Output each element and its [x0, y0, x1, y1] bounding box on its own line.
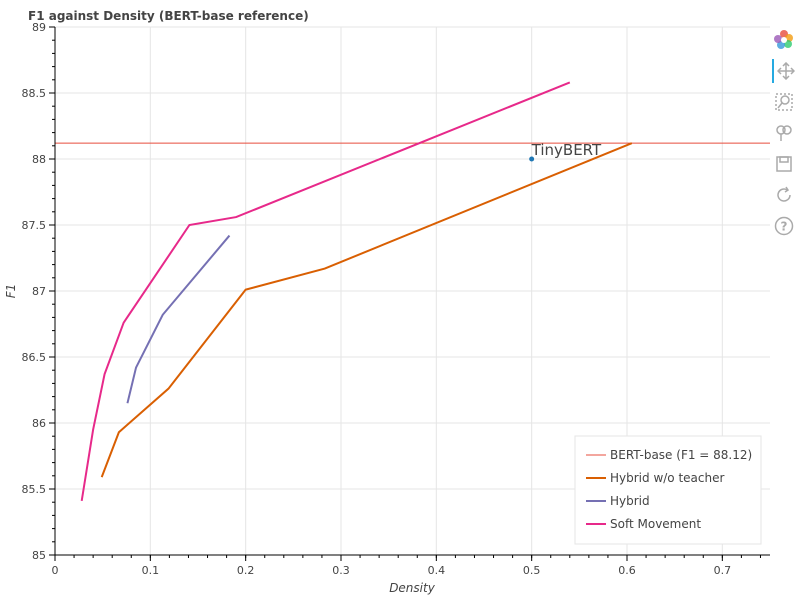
- toolbar: ?: [772, 28, 798, 245]
- x-tick-label: 0.7: [714, 564, 732, 577]
- y-tick-label: 85.5: [22, 483, 47, 496]
- legend-label: Soft Movement: [610, 517, 701, 531]
- bokeh-logo-icon[interactable]: [772, 28, 796, 52]
- y-tick-label: 86: [32, 417, 46, 430]
- wheel-zoom-icon[interactable]: [772, 121, 796, 145]
- x-axis-label: Density: [389, 581, 436, 595]
- legend-label: Hybrid: [610, 494, 650, 508]
- series-line-hybrid-w-o-teacher: [100, 142, 633, 478]
- x-tick-label: 0.6: [618, 564, 636, 577]
- series-line-hybrid: [126, 234, 231, 404]
- box-zoom-icon[interactable]: [772, 90, 796, 114]
- legend-box: [574, 435, 762, 545]
- y-tick-label: 89: [32, 21, 46, 34]
- legend-label: BERT-base (F1 = 88.12): [610, 448, 752, 462]
- x-tick-label: 0.4: [428, 564, 446, 577]
- y-axis-label: F1: [4, 284, 18, 299]
- x-tick-label: 0: [52, 564, 59, 577]
- y-tick-label: 85: [32, 549, 46, 562]
- x-tick-label: 0.3: [332, 564, 350, 577]
- x-tick-label: 0.1: [142, 564, 160, 577]
- chart-title: F1 against Density (BERT-base reference): [28, 9, 309, 23]
- y-tick-label: 87.5: [22, 219, 47, 232]
- x-tick-label: 0.5: [523, 564, 541, 577]
- reset-icon[interactable]: [772, 183, 796, 207]
- legend-label: Hybrid w/o teacher: [610, 471, 724, 485]
- svg-text:?: ?: [781, 220, 788, 234]
- tinybert-point: [529, 156, 535, 162]
- y-tick-label: 88: [32, 153, 46, 166]
- help-icon[interactable]: ?: [772, 214, 796, 238]
- y-tick-label: 87: [32, 285, 46, 298]
- series-line-soft-movement: [80, 81, 571, 502]
- pan-icon[interactable]: [772, 59, 798, 83]
- x-tick-label: 0.2: [237, 564, 255, 577]
- save-icon[interactable]: [772, 152, 796, 176]
- tinybert-label: TinyBERT: [531, 141, 602, 159]
- y-tick-label: 88.5: [22, 87, 47, 100]
- y-tick-label: 86.5: [22, 351, 47, 364]
